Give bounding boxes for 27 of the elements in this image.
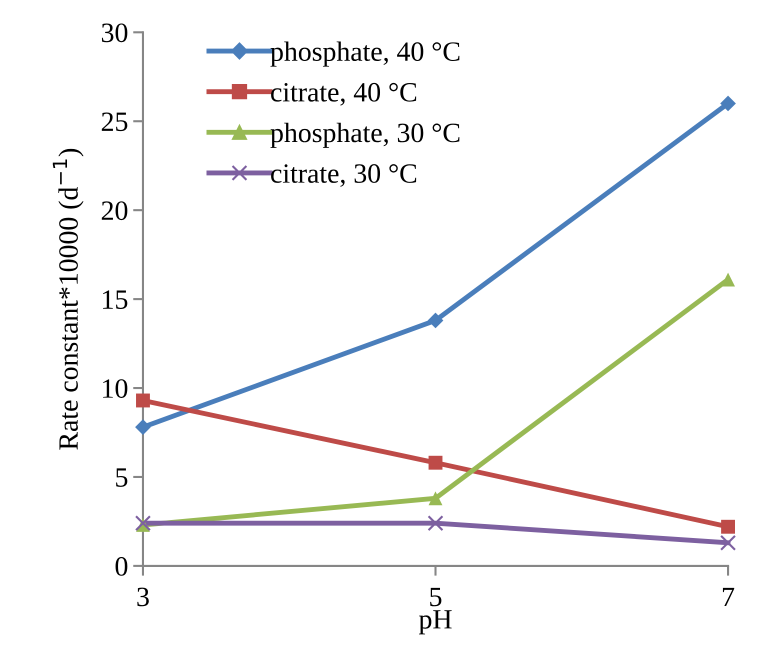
y-tick-label: 30 (102, 23, 128, 42)
point (428, 491, 442, 506)
point (428, 456, 442, 470)
y-axis-title: Rate constant*10000 (d$^{−1}$) (52, 148, 84, 450)
point (135, 419, 151, 436)
point (721, 272, 735, 286)
point (428, 312, 444, 328)
point (134, 515, 151, 532)
y-tick-label: 10 (103, 379, 128, 398)
legend-label: citrate, 30 °C (271, 164, 416, 187)
point (720, 96, 736, 112)
point (136, 394, 150, 408)
x-tick-label: 5 (430, 588, 442, 606)
point (720, 534, 736, 551)
y-tick-label: 15 (103, 290, 128, 310)
y-tick-label: 25 (102, 112, 128, 132)
x-tick-label: 3 (137, 588, 149, 606)
x-tick-label: 7 (722, 588, 734, 606)
legend-label: phosphate, 40 °C (270, 41, 460, 67)
legend-label: phosphate, 30 °C (270, 122, 460, 148)
y-tick-label: 20 (102, 201, 128, 220)
legend-label: citrate, 40 °C (271, 82, 416, 106)
y-tick-label: 5 (116, 468, 128, 487)
x-axis-title: pH (418, 610, 452, 634)
point (721, 520, 735, 534)
y-tick-label: 0 (116, 557, 128, 576)
point (428, 515, 444, 532)
